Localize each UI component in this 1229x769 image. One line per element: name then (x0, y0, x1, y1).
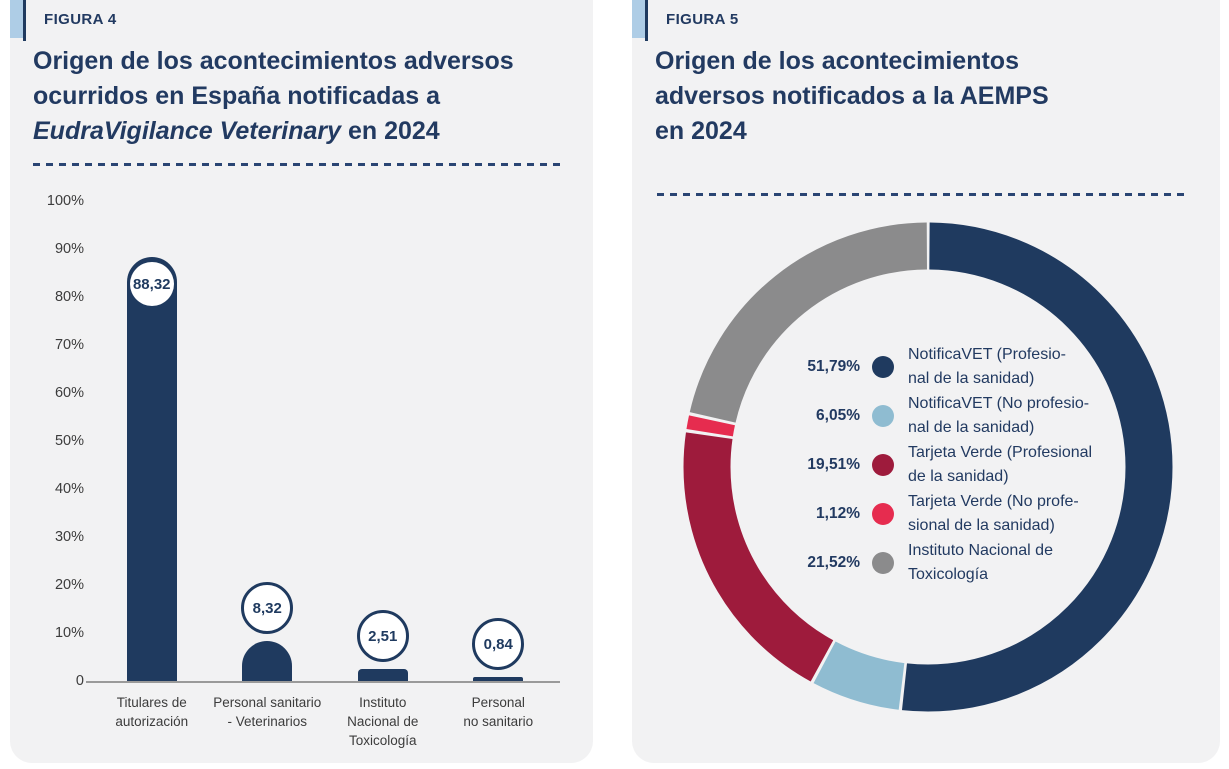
y-tick-label: 0 (75, 673, 84, 689)
legend-label: Tarjeta Verde (Profesional de la sanidad… (908, 443, 1093, 485)
legend-color-dot (872, 404, 894, 427)
legend-percentage: 19,51% (807, 455, 860, 473)
figure-tag-stripe (632, 0, 645, 38)
figure-tag-line (23, 0, 26, 41)
bar (126, 257, 177, 681)
legend-row: 21,52% Instituto Nacional de Toxicología (774, 538, 1092, 587)
y-tick-label: 60% (54, 385, 84, 401)
legend-label: NotificaVET (No profesio- nal de la sani… (908, 394, 1090, 436)
legend-color-dot (872, 551, 894, 574)
legend-percentage: 1,12% (816, 504, 860, 522)
legend-color-dot (872, 453, 894, 476)
y-tick-label: 50% (54, 433, 84, 449)
x-axis-label: Personal sanitario - Veterinarios (213, 695, 322, 729)
legend-label: Tarjeta Verde (No profe- sional de la sa… (908, 492, 1079, 534)
x-axis-label: Instituto Nacional de Toxicología (347, 695, 419, 748)
donut-segment (683, 222, 1173, 712)
y-tick-label: 40% (54, 481, 84, 497)
legend-row: 6,05% NotificaVET (No profesio- nal de la… (774, 391, 1092, 440)
y-tick-label: 30% (54, 529, 84, 545)
legend-percentage: 51,79% (807, 357, 860, 375)
y-tick-label: 20% (54, 577, 84, 593)
x-axis-label: Personal no sanitario (463, 695, 534, 729)
bar-chart: 100% 90% 80% 70% 60% 50% 40% 30% 20% 10% 0 88,32 Tit… (34, 188, 569, 756)
bar (473, 677, 524, 681)
bar (357, 669, 408, 681)
donut-legend: 51,79% NotificaVET (Profesio- nal de la s… (774, 342, 1092, 587)
bar-value-badge: 0,84 (472, 618, 525, 670)
legend-row: 19,51% Tarjeta Verde (Profesional de la s… (774, 440, 1092, 489)
donut-chart (683, 222, 1173, 712)
y-tick-label: 80% (54, 289, 84, 305)
bar-value-badge: 2,51 (356, 610, 409, 662)
legend-color-dot (872, 502, 894, 525)
y-tick-label: 90% (54, 241, 84, 257)
legend-label: Instituto Nacional de Toxicología (908, 541, 1053, 583)
figure5-title-line1: Origen de los acontecimientos (655, 47, 1019, 75)
figure4-title: Origen de los acontecimientos adversos o… (33, 44, 573, 149)
donut-segment (683, 222, 1173, 712)
figure4-title-line2: ocurridos en España notificadas a (33, 82, 441, 110)
y-tick-label: 70% (54, 337, 84, 353)
legend-label: NotificaVET (Profesio- nal de la sanidad… (908, 345, 1066, 387)
figure5-tag: FIGURA 5 (632, 0, 1220, 42)
x-axis-label: Titulares de autorización (115, 695, 189, 729)
figure5-card: FIGURA 5 Origen de los acontecimientos a… (632, 0, 1220, 763)
y-tick-label: 100% (46, 193, 84, 209)
figure4-title-line3-rest: en 2024 (341, 117, 440, 145)
x-axis-line (86, 681, 560, 683)
y-tick-label: 10% (54, 625, 84, 641)
figure5-title-line3: en 2024 (655, 117, 747, 145)
dashed-separator (33, 163, 566, 166)
figure4-tag: FIGURA 4 (10, 0, 593, 42)
dashed-separator (657, 193, 1187, 196)
figure4-title-line1: Origen de los acontecimientos adversos (33, 47, 514, 75)
figure-tag-line (645, 0, 648, 41)
legend-row: 1,12% Tarjeta Verde (No profe- sional de … (774, 489, 1092, 538)
figure5-title: Origen de los acontecimientos adversos n… (655, 44, 1195, 149)
figure4-card: FIGURA 4 Origen de los acontecimientos a… (10, 0, 593, 763)
figure5-label: FIGURA 5 (666, 11, 739, 28)
legend-row: 51,79% NotificaVET (Profesio- nal de la s… (774, 342, 1092, 391)
legend-percentage: 21,52% (807, 553, 860, 571)
legend-color-dot (872, 355, 894, 378)
bar-value-badge: 88,32 (129, 262, 174, 306)
figure5-title-line2: adversos notificados a la AEMPS (655, 82, 1049, 110)
figure-tag-stripe (10, 0, 23, 38)
bar-value-badge: 8,32 (241, 582, 294, 634)
legend-percentage: 6,05% (816, 406, 860, 424)
figure4-title-italic: EudraVigilance Veterinary (33, 117, 341, 145)
figure4-label: FIGURA 4 (44, 11, 117, 28)
bar (242, 641, 293, 681)
